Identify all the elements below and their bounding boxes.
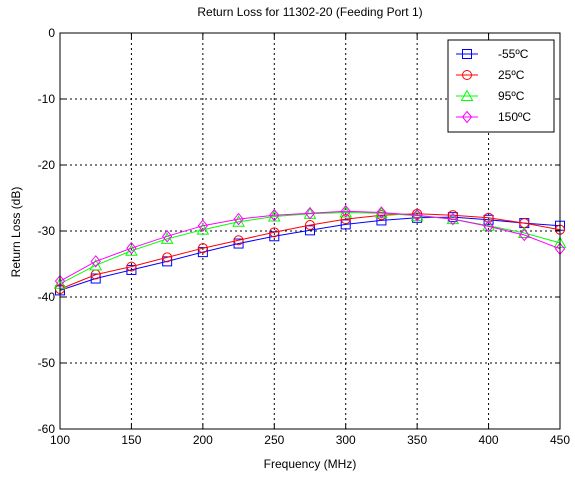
data-point xyxy=(340,214,351,225)
y-tick-label: -30 xyxy=(38,224,56,238)
legend-marker xyxy=(462,49,472,59)
data-point xyxy=(126,261,137,272)
data-point xyxy=(233,212,244,226)
data-point xyxy=(447,212,459,226)
data-point xyxy=(197,219,209,233)
y-tick-label: -10 xyxy=(38,92,56,106)
data-point xyxy=(411,208,423,222)
y-axis-label: Return Loss (dB) xyxy=(9,187,23,278)
legend-marker xyxy=(461,110,473,124)
data-point xyxy=(269,231,280,242)
series-line xyxy=(59,216,561,291)
x-tick-label: 300 xyxy=(336,433,356,447)
legend-marker xyxy=(462,70,472,80)
data-point xyxy=(197,247,208,258)
chart-title: Return Loss for 11302-20 (Feeding Port 1… xyxy=(197,5,422,19)
data-point xyxy=(340,204,351,218)
legend: -55ºC 25ºC 95ºC 150ºC xyxy=(447,39,555,133)
data-point xyxy=(196,223,210,235)
data-point xyxy=(483,212,494,223)
data-point xyxy=(376,206,387,219)
data-point xyxy=(269,227,280,238)
data-point xyxy=(233,238,244,249)
data-point xyxy=(483,220,494,233)
data-point xyxy=(126,241,137,255)
data-point xyxy=(269,208,280,222)
x-axis-label: Frequency (MHz) xyxy=(264,457,357,471)
series-3 xyxy=(54,204,566,288)
data-point xyxy=(90,273,101,284)
data-point xyxy=(161,229,173,243)
y-tick-label: 0 xyxy=(48,26,55,40)
data-point xyxy=(162,252,173,263)
data-point xyxy=(162,256,173,267)
data-point xyxy=(305,220,315,231)
series-line xyxy=(59,210,561,282)
x-tick-label: 200 xyxy=(193,433,213,447)
data-point xyxy=(305,225,315,236)
x-tick-label: 400 xyxy=(479,433,499,447)
data-point xyxy=(90,255,101,268)
legend-marker xyxy=(460,89,474,101)
data-point xyxy=(376,215,387,226)
y-tick-label: -60 xyxy=(38,422,56,436)
y-tick-label: -20 xyxy=(38,158,56,172)
x-tick-label: 250 xyxy=(264,433,284,447)
legend-entry-label: 95ºC xyxy=(498,89,525,103)
y-tick-label: -50 xyxy=(38,356,56,370)
x-tick-label: 450 xyxy=(550,433,570,447)
axis-ticks: 100 150 200 250 300 350 400 450 0 -10 -20 -30 -40 -50… xyxy=(38,26,571,447)
data-point xyxy=(519,228,530,242)
legend-entry-label: 150ºC xyxy=(498,110,531,124)
x-tick-label: 100 xyxy=(50,433,70,447)
y-tick-label: -40 xyxy=(38,290,56,304)
x-tick-label: 350 xyxy=(407,433,427,447)
data-point xyxy=(340,219,351,230)
data-point xyxy=(233,235,244,246)
legend-entry-label: 25ºC xyxy=(498,68,525,82)
data-point xyxy=(197,243,208,254)
x-tick-label: 150 xyxy=(121,433,141,447)
data-point xyxy=(304,206,316,220)
series-line xyxy=(59,213,561,290)
legend-entry-label: -55ºC xyxy=(498,47,529,61)
data-point xyxy=(89,258,103,271)
grid-lines xyxy=(60,33,560,429)
data-point xyxy=(447,210,458,221)
data-point xyxy=(126,264,137,275)
data-point xyxy=(482,219,495,231)
